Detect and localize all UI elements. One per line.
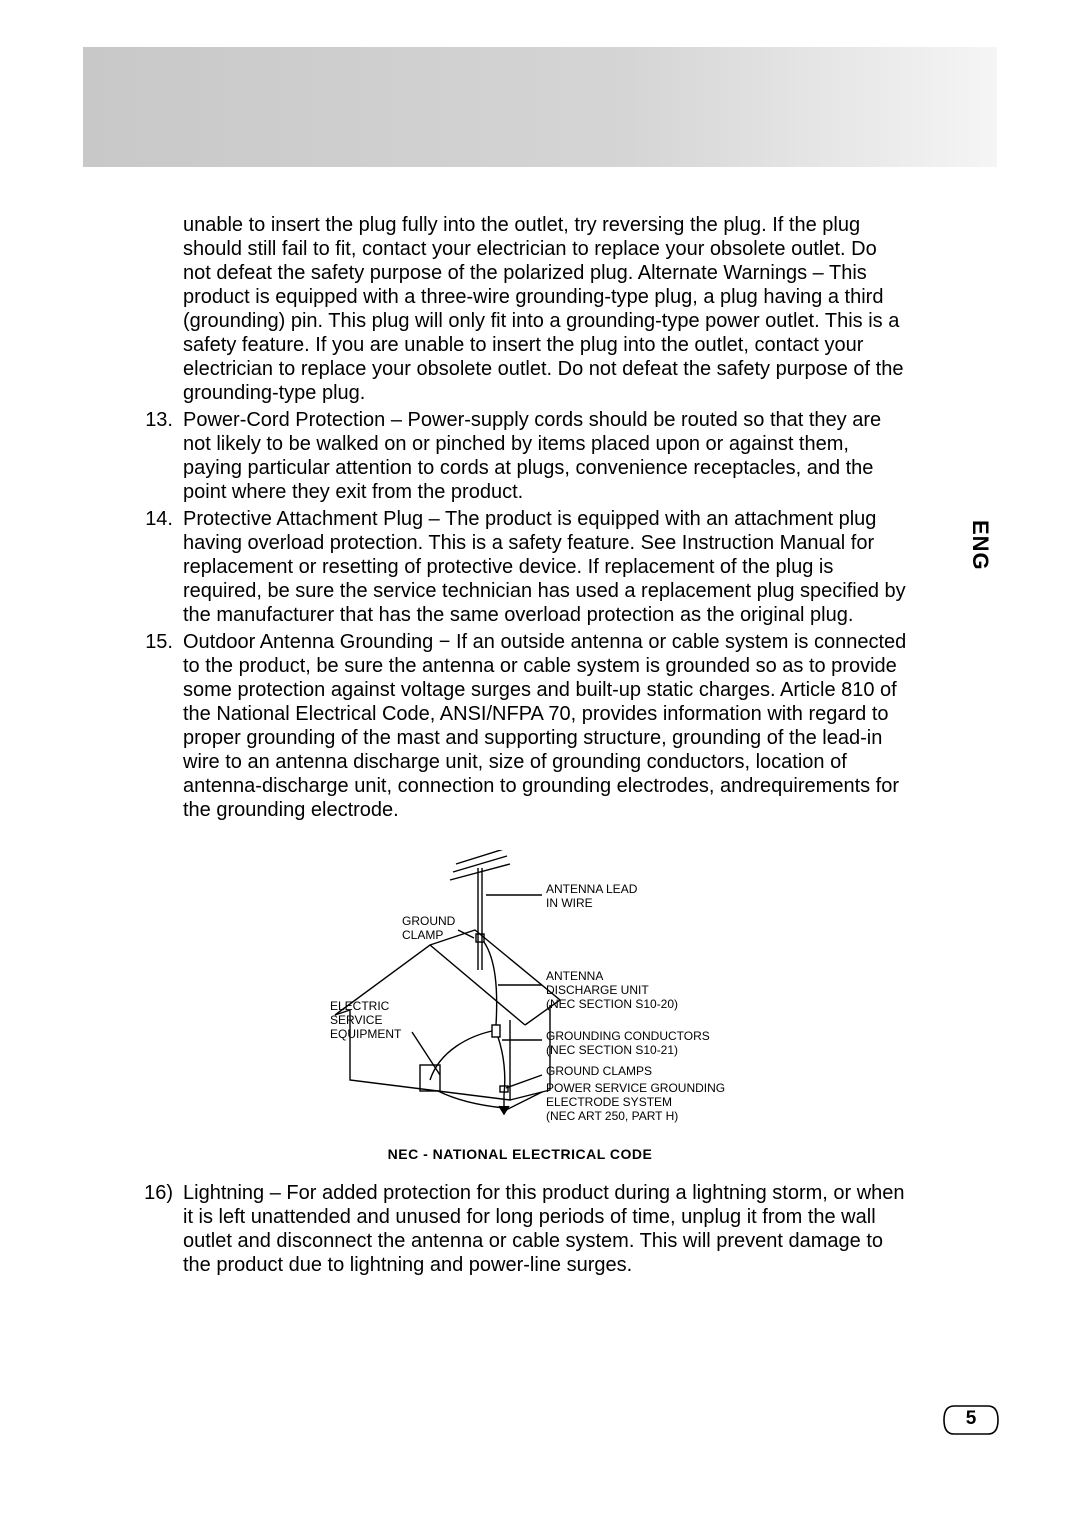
- label-grounding-cond-1: GROUNDING CONDUCTORS: [546, 1029, 710, 1043]
- label-discharge-3: (NEC SECTION S10-20): [546, 997, 678, 1011]
- label-power-service-2: ELECTRODE SYSTEM: [546, 1095, 672, 1109]
- item-12-continued: unable to insert the plug fully into the…: [130, 213, 910, 405]
- item-13-number: 13.: [130, 408, 183, 504]
- label-electric-2: SERVICE: [330, 1013, 382, 1027]
- item-14: 14. Protective Attachment Plug – The pro…: [130, 507, 910, 627]
- item-16: 16) Lightning – For added protection for…: [130, 1181, 910, 1277]
- page-number-badge: 5: [942, 1402, 1000, 1438]
- label-discharge-1: ANTENNA: [546, 969, 603, 983]
- label-electric-3: EQUIPMENT: [330, 1027, 402, 1041]
- item-13-body: Power-Cord Protection – Power-supply cor…: [183, 408, 910, 504]
- item-14-body: Protective Attachment Plug – The product…: [183, 507, 910, 627]
- label-grounding-cond-2: (NEC SECTION S10-21): [546, 1043, 678, 1057]
- label-power-service-3: (NEC ART 250, PART H): [546, 1109, 678, 1123]
- label-ground-clamp-2: CLAMP: [402, 928, 443, 942]
- label-ground-clamps: GROUND CLAMPS: [546, 1064, 652, 1078]
- label-antenna-lead-2: IN WIRE: [546, 896, 593, 910]
- item-15-number: 15.: [130, 630, 183, 822]
- diagram-caption: NEC - NATIONAL ELECTRICAL CODE: [130, 1146, 910, 1163]
- label-discharge-2: DISCHARGE UNIT: [546, 983, 649, 997]
- item-16-number: 16): [130, 1181, 183, 1277]
- page-number: 5: [942, 1408, 1000, 1430]
- item-14-number: 14.: [130, 507, 183, 627]
- item-15-body: Outdoor Antenna Grounding − If an outsid…: [183, 630, 910, 822]
- label-power-service-1: POWER SERVICE GROUNDING: [546, 1081, 725, 1095]
- header-gradient-band: [83, 47, 997, 167]
- label-antenna-lead-1: ANTENNA LEAD: [546, 882, 638, 896]
- grounding-diagram-svg: ANTENNA LEAD IN WIRE GROUND CLAMP ELECTR…: [260, 850, 780, 1140]
- label-electric-1: ELECTRIC: [330, 999, 390, 1013]
- item-13: 13. Power-Cord Protection – Power-supply…: [130, 408, 910, 504]
- item-16-body: Lightning – For added protection for thi…: [183, 1181, 910, 1277]
- antenna-grounding-diagram: ANTENNA LEAD IN WIRE GROUND CLAMP ELECTR…: [130, 850, 910, 1163]
- item-15: 15. Outdoor Antenna Grounding − If an ou…: [130, 630, 910, 822]
- page-content: unable to insert the plug fully into the…: [130, 213, 910, 1280]
- language-tab: ENG: [967, 520, 993, 571]
- label-ground-clamp-1: GROUND: [402, 914, 456, 928]
